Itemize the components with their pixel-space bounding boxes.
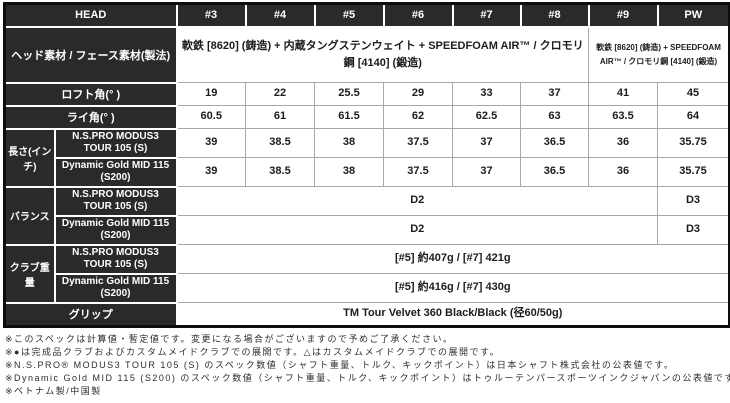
lie-value-6: 62 bbox=[383, 105, 454, 129]
material-value-9-pw: 軟鉄 [8620] (鋳造) + SPEEDFOAM AIR™ / クロモリ鋼 … bbox=[588, 26, 730, 83]
length-dg-3: 39 bbox=[176, 157, 247, 187]
shaft-label-modus: N.S.PRO MODUS3 TOUR 105 (S) bbox=[53, 185, 178, 217]
loft-value-3: 19 bbox=[176, 82, 247, 106]
col-header-9: #9 bbox=[587, 2, 659, 28]
material-row: ヘッド素材 / フェース素材(製法) 軟鉄 [8620] (鋳造) + 内蔵タン… bbox=[3, 25, 730, 84]
length-modus-3: 39 bbox=[176, 128, 247, 158]
lie-value-9: 63.5 bbox=[588, 105, 659, 129]
loft-value-6: 29 bbox=[383, 82, 454, 106]
club-spec-table: HEAD #3 #4 #5 #6 #7 #8 #9 PW ヘッド素材 / フェー… bbox=[3, 2, 730, 328]
balance-dg-pw: D3 bbox=[657, 215, 730, 245]
weight-row-dg: Dynamic Gold MID 115 (S200) [#5] 約416g /… bbox=[5, 272, 730, 304]
col-header-3: #3 bbox=[175, 2, 247, 28]
balance-label: バランス bbox=[3, 185, 56, 246]
shaft-label-modus: N.S.PRO MODUS3 TOUR 105 (S) bbox=[53, 127, 178, 159]
lie-row: ライ角(° ) 60.5 61 61.5 62 62.5 63 63.5 64 bbox=[3, 104, 730, 130]
length-modus-4: 38.5 bbox=[245, 128, 316, 158]
col-header-4: #4 bbox=[244, 2, 316, 28]
grip-value: TM Tour Velvet 360 Black/Black (径60/50g) bbox=[176, 302, 730, 327]
lie-value-5: 61.5 bbox=[314, 105, 385, 129]
loft-value-5: 25.5 bbox=[314, 82, 385, 106]
lie-value-4: 61 bbox=[245, 105, 316, 129]
length-dg-pw: 35.75 bbox=[657, 157, 730, 187]
weight-label: クラブ重量 bbox=[3, 243, 56, 304]
col-header-pw: PW bbox=[656, 2, 730, 28]
length-modus-5: 38 bbox=[314, 128, 385, 158]
material-label: ヘッド素材 / フェース素材(製法) bbox=[3, 25, 178, 84]
balance-dg-main: D2 bbox=[176, 215, 659, 245]
length-modus-6: 37.5 bbox=[383, 128, 454, 158]
lie-value-pw: 64 bbox=[657, 105, 730, 129]
balance-row-dg: Dynamic Gold MID 115 (S200) D2 D3 bbox=[5, 214, 730, 246]
col-header-6: #6 bbox=[382, 2, 454, 28]
length-modus-9: 36 bbox=[588, 128, 659, 158]
material-value-3-8: 軟鉄 [8620] (鋳造) + 内蔵タングステンウェイト + SPEEDFOA… bbox=[176, 26, 590, 83]
length-modus-8: 36.5 bbox=[520, 128, 590, 158]
length-dg-6: 37.5 bbox=[383, 157, 454, 187]
grip-label: グリップ bbox=[3, 301, 178, 328]
length-row-modus: 長さ(インチ) N.S.PRO MODUS3 TOUR 105 (S) 39 3… bbox=[3, 127, 730, 188]
loft-value-4: 22 bbox=[245, 82, 316, 106]
footnote-lineup: ※●は完成品クラブおよびカスタムメイドクラブでの展開です。△はカスタムメイドクラ… bbox=[5, 347, 501, 357]
col-header-7: #7 bbox=[451, 2, 522, 28]
length-dg-9: 36 bbox=[588, 157, 659, 187]
footnote-dg-spec: ※Dynamic Gold MID 115 (S200) のスペック数値（シャフ… bbox=[5, 373, 730, 383]
length-dg-7: 37 bbox=[452, 157, 522, 187]
length-row-dg: Dynamic Gold MID 115 (S200) 39 38.5 38 3… bbox=[5, 156, 730, 188]
lie-value-7: 62.5 bbox=[452, 105, 522, 129]
length-dg-4: 38.5 bbox=[245, 157, 316, 187]
col-header-8: #8 bbox=[519, 2, 590, 28]
shaft-label-dg: Dynamic Gold MID 115 (S200) bbox=[53, 272, 178, 304]
balance-modus-main: D2 bbox=[176, 186, 659, 216]
length-dg-8: 36.5 bbox=[520, 157, 590, 187]
length-dg-5: 38 bbox=[314, 157, 385, 187]
lie-value-8: 63 bbox=[520, 105, 590, 129]
lie-label: ライ角(° ) bbox=[3, 104, 178, 130]
shaft-label-dg: Dynamic Gold MID 115 (S200) bbox=[53, 214, 178, 246]
loft-value-8: 37 bbox=[520, 82, 590, 106]
footnotes: ※このスペックは計算値・暫定値です。変更になる場合がございますので予めご了承くだ… bbox=[3, 333, 730, 398]
lie-value-3: 60.5 bbox=[176, 105, 247, 129]
loft-label: ロフト角(° ) bbox=[3, 81, 178, 107]
grip-row: グリップ TM Tour Velvet 360 Black/Black (径60… bbox=[3, 301, 730, 328]
head-label: HEAD bbox=[3, 2, 178, 28]
length-label: 長さ(インチ) bbox=[3, 127, 56, 188]
shaft-label-modus: N.S.PRO MODUS3 TOUR 105 (S) bbox=[53, 243, 178, 275]
balance-modus-pw: D3 bbox=[657, 186, 730, 216]
length-modus-pw: 35.75 bbox=[657, 128, 730, 158]
loft-row: ロフト角(° ) 19 22 25.5 29 33 37 41 45 bbox=[3, 81, 730, 107]
weight-row-modus: クラブ重量 N.S.PRO MODUS3 TOUR 105 (S) [#5] 約… bbox=[3, 243, 730, 304]
weight-modus-value: [#5] 約407g / [#7] 421g bbox=[176, 244, 730, 274]
shaft-label-dg: Dynamic Gold MID 115 (S200) bbox=[53, 156, 178, 188]
loft-value-pw: 45 bbox=[657, 82, 730, 106]
footnote-spec-provisional: ※このスペックは計算値・暫定値です。変更になる場合がございますので予めご了承くだ… bbox=[5, 334, 454, 344]
header-row: HEAD #3 #4 #5 #6 #7 #8 #9 PW bbox=[3, 2, 730, 28]
weight-dg-value: [#5] 約416g / [#7] 430g bbox=[176, 273, 730, 303]
length-modus-7: 37 bbox=[452, 128, 522, 158]
footnote-country: ※ベトナム製/中国製 bbox=[5, 386, 102, 396]
loft-value-9: 41 bbox=[588, 82, 659, 106]
balance-row-modus: バランス N.S.PRO MODUS3 TOUR 105 (S) D2 D3 bbox=[3, 185, 730, 246]
col-header-5: #5 bbox=[313, 2, 385, 28]
loft-value-7: 33 bbox=[452, 82, 522, 106]
footnote-nspro-spec: ※N.S.PRO® MODUS3 TOUR 105 (S) のスペック数値（シャ… bbox=[5, 360, 675, 370]
